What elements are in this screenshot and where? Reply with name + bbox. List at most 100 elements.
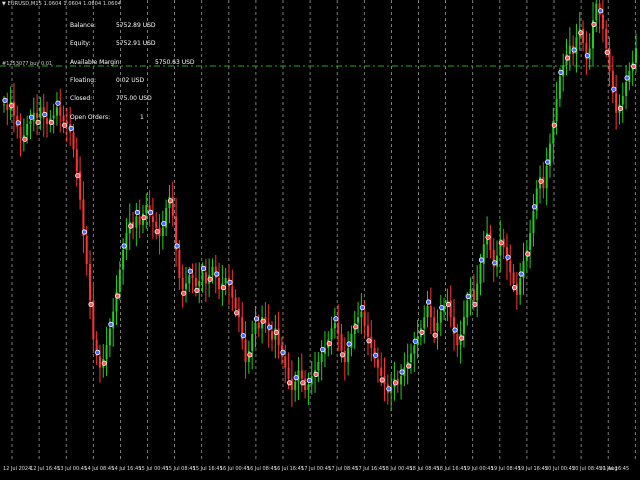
trade-marker xyxy=(15,120,21,126)
time-axis-label: 1 Aug xyxy=(603,466,618,472)
candle-body xyxy=(436,322,439,332)
trade-marker xyxy=(227,279,233,285)
candle-body xyxy=(562,65,565,77)
candle-body xyxy=(92,300,95,340)
candle-body xyxy=(175,216,178,250)
candle-body xyxy=(462,317,465,334)
trade-marker xyxy=(22,136,28,142)
candle-body xyxy=(400,376,403,385)
candle-body xyxy=(320,353,323,362)
trade-marker xyxy=(167,198,174,204)
candle-body xyxy=(98,356,101,368)
candle-body xyxy=(198,280,201,287)
candle-body xyxy=(489,233,492,250)
candle-body xyxy=(264,317,267,323)
candle-body xyxy=(628,70,631,82)
trade-marker xyxy=(161,221,167,227)
floating-value: 0.02 USD xyxy=(116,77,145,84)
trade-markers xyxy=(2,8,637,392)
trade-marker xyxy=(95,349,101,355)
candle-body xyxy=(118,269,121,292)
equity-label: Equity: xyxy=(70,40,91,47)
time-axis-label: 19 Jul 08:45 xyxy=(490,466,521,472)
candle-body xyxy=(519,278,522,295)
time-axis-label: 12 Jul 2024 xyxy=(3,466,32,472)
trade-marker xyxy=(459,335,465,341)
candle-body xyxy=(621,96,624,105)
candle-body xyxy=(300,370,303,379)
candle-body xyxy=(350,334,353,348)
candle-body xyxy=(89,264,92,301)
trade-marker xyxy=(333,316,339,322)
candle-body xyxy=(224,278,227,284)
candle-body xyxy=(82,199,85,236)
candle-body xyxy=(194,278,197,287)
candle-body xyxy=(568,45,571,54)
candle-body xyxy=(343,350,346,362)
candle-body xyxy=(472,289,475,301)
candle-body xyxy=(211,266,214,276)
time-axis-label: 18 Jul 08:45 xyxy=(409,466,440,472)
candle-body xyxy=(558,76,561,99)
candle-body xyxy=(469,289,472,301)
candle-body xyxy=(79,171,82,200)
chart-header-symbol: ▼ EURUSD,M15 1.0604 1.0604 1.0604 1.0604 xyxy=(2,1,122,7)
candle-body xyxy=(188,275,191,284)
candle-body xyxy=(366,325,369,337)
candle-body xyxy=(204,272,207,284)
trade-marker xyxy=(141,215,147,221)
candle-body xyxy=(191,275,194,278)
trade-marker xyxy=(121,243,127,249)
candle-body xyxy=(390,387,393,393)
open-orders-value: 1 xyxy=(140,114,144,121)
candle-body xyxy=(588,48,591,60)
candle-body xyxy=(512,272,515,284)
time-axis-label: 16 Jul 16:45 xyxy=(274,466,304,472)
candle-body xyxy=(3,104,5,106)
candle-body xyxy=(254,322,257,334)
trade-marker xyxy=(2,97,8,104)
trade-marker xyxy=(240,332,246,339)
candle-body xyxy=(456,334,459,346)
trade-marker xyxy=(564,55,571,61)
candle-body xyxy=(479,264,482,284)
closed-value: 775.00 USD xyxy=(116,95,152,102)
candle-body xyxy=(284,356,287,368)
candle-body xyxy=(241,317,244,340)
vertical-gridlines xyxy=(11,0,636,462)
trade-marker xyxy=(353,324,359,330)
candle-body xyxy=(591,20,594,49)
candle-body xyxy=(443,306,446,312)
candle-body xyxy=(453,317,456,334)
candle-body xyxy=(26,124,29,136)
trade-marker xyxy=(485,234,491,240)
time-axis-label: 17 Jul 00:45 xyxy=(301,466,332,472)
trade-marker xyxy=(293,374,299,381)
time-axis-label: 18 Jul 00:45 xyxy=(382,466,413,472)
trade-marker xyxy=(273,329,279,335)
candle-body xyxy=(496,255,499,267)
trade-marker xyxy=(187,268,193,274)
trade-marker xyxy=(578,30,584,36)
trade-marker xyxy=(68,125,74,131)
time-axis-label: 16 Jul 08:45 xyxy=(246,466,277,472)
trade-marker xyxy=(359,304,365,311)
candle-body xyxy=(552,121,555,144)
candle-body xyxy=(499,238,502,256)
candle-body xyxy=(376,359,379,368)
candle-body xyxy=(482,244,485,264)
candle-body xyxy=(125,233,128,250)
trade-marker xyxy=(306,377,313,383)
candle-body xyxy=(218,278,221,290)
trade-marker xyxy=(101,360,107,366)
candle-body xyxy=(135,216,138,228)
candle-body xyxy=(307,384,310,390)
candle-body xyxy=(585,42,588,60)
trade-marker xyxy=(114,293,121,299)
trade-marker xyxy=(147,209,154,215)
trade-marker xyxy=(545,159,551,165)
time-axis-label: 20 Jul 00:45 xyxy=(545,466,575,472)
candle-body xyxy=(466,300,469,318)
trade-marker xyxy=(108,321,114,327)
